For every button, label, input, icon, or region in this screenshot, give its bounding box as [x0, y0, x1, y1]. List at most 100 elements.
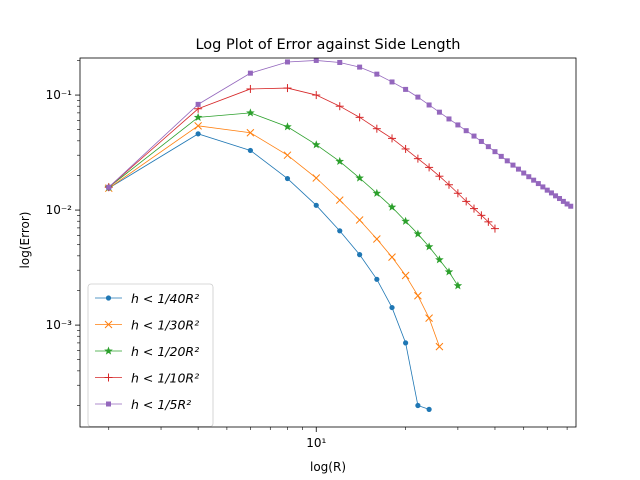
- legend-marker: [104, 320, 113, 329]
- legend-entry: h < 1/10R²: [95, 371, 199, 386]
- legend-label: h < 1/20R²: [131, 344, 199, 359]
- data-point: [387, 202, 397, 211]
- series-line: [108, 87, 496, 229]
- data-point: [531, 177, 537, 183]
- data-point: [470, 204, 479, 213]
- legend-marker: [104, 373, 113, 382]
- data-point: [568, 203, 574, 209]
- data-point: [564, 201, 570, 207]
- plot-area: [104, 57, 574, 412]
- data-point: [194, 121, 202, 130]
- legend-entry: h < 1/5R²: [95, 397, 191, 412]
- legend-entry: h < 1/40R²: [95, 291, 199, 306]
- y-axis-label: log(Error): [18, 212, 32, 269]
- legend-marker: [105, 295, 112, 301]
- data-point: [246, 128, 255, 137]
- data-point: [195, 131, 201, 137]
- y-tick-label: 10⁻¹: [46, 88, 73, 102]
- legend-label: h < 1/40R²: [131, 291, 199, 306]
- data-point: [510, 162, 516, 168]
- series-line: [108, 133, 430, 410]
- data-point: [106, 184, 112, 190]
- data-point: [311, 140, 321, 149]
- data-point: [335, 196, 344, 204]
- data-point: [372, 124, 381, 133]
- data-point: [463, 128, 469, 134]
- data-point: [372, 235, 381, 243]
- data-point: [246, 108, 255, 117]
- data-point: [484, 217, 493, 226]
- data-point: [401, 216, 410, 225]
- data-point: [357, 252, 363, 258]
- data-point: [388, 253, 396, 261]
- data-point: [478, 138, 484, 144]
- data-point: [498, 153, 504, 159]
- series-1: [106, 131, 432, 412]
- data-point: [374, 276, 380, 282]
- data-point: [337, 59, 343, 65]
- data-point: [453, 281, 463, 290]
- data-point: [284, 175, 291, 182]
- data-point: [548, 190, 554, 196]
- data-point: [425, 163, 434, 172]
- data-point: [485, 144, 491, 150]
- data-point: [357, 64, 363, 70]
- data-point: [560, 198, 566, 204]
- data-point: [283, 151, 292, 160]
- legend: h < 1/40R² h < 1/30R² h < 1/20R² h < 1/10R²…: [87, 283, 214, 427]
- data-point: [355, 113, 364, 122]
- data-point: [453, 189, 462, 198]
- data-point: [403, 340, 409, 346]
- data-point: [372, 188, 382, 197]
- data-point: [335, 102, 344, 111]
- data-point: [526, 174, 532, 180]
- legend-entry: h < 1/20R²: [95, 344, 199, 359]
- series-3: [104, 108, 463, 290]
- y-tick-label: 10⁻²: [46, 203, 73, 217]
- series-5: [106, 57, 574, 209]
- data-point: [401, 144, 410, 153]
- legend-label: h < 1/30R²: [131, 318, 199, 333]
- data-point: [435, 172, 444, 181]
- data-point: [471, 133, 477, 139]
- legend-label: h < 1/10R²: [131, 371, 199, 386]
- legend-box: [87, 283, 214, 427]
- data-point: [283, 122, 292, 131]
- data-point: [313, 202, 319, 208]
- data-point: [477, 211, 486, 220]
- data-point: [335, 156, 345, 166]
- data-point: [193, 112, 203, 121]
- data-point: [389, 304, 395, 311]
- legend-entry: h < 1/30R²: [95, 318, 199, 333]
- data-point: [515, 166, 521, 172]
- data-point: [535, 181, 541, 187]
- data-point: [435, 342, 444, 351]
- x-axis-label: log(R): [310, 460, 346, 474]
- data-point: [247, 147, 253, 154]
- data-point: [313, 57, 319, 63]
- data-point: [414, 291, 422, 300]
- data-point: [355, 216, 364, 224]
- legend-label: h < 1/5R²: [131, 397, 191, 412]
- data-point: [521, 170, 527, 176]
- y-tick-label: 10⁻³: [46, 318, 73, 332]
- data-point: [425, 314, 433, 322]
- data-point: [413, 154, 422, 163]
- data-point: [195, 101, 201, 107]
- data-point: [446, 116, 452, 122]
- data-point: [283, 84, 292, 93]
- data-point: [444, 267, 454, 276]
- data-point: [455, 122, 461, 128]
- data-point: [435, 255, 444, 264]
- axes-frame: [79, 57, 577, 428]
- data-point: [462, 197, 471, 206]
- data-point: [426, 102, 432, 108]
- data-point: [415, 402, 421, 409]
- data-point: [544, 187, 550, 193]
- chart-title: Log Plot of Error against Side Length: [195, 37, 460, 53]
- data-point: [401, 271, 410, 280]
- data-point: [312, 91, 321, 100]
- data-point: [504, 158, 510, 164]
- data-point: [389, 79, 395, 85]
